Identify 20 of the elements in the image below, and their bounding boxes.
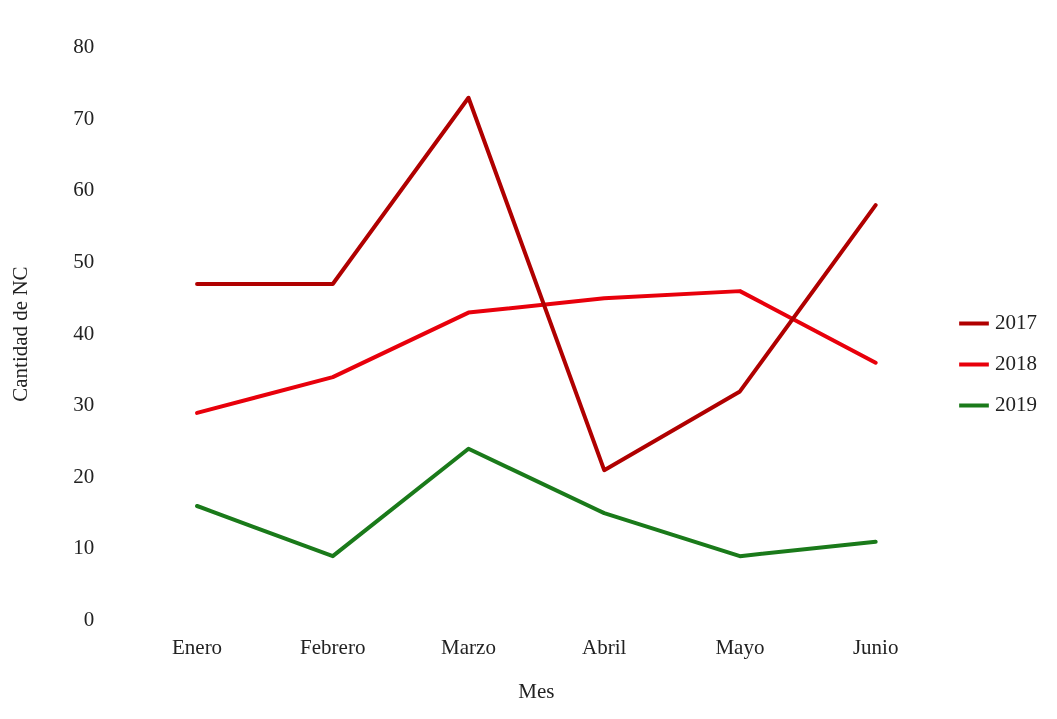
y-tick-label: 0 [83,607,95,632]
x-tick-label: Enero [171,634,223,659]
x-tick-label: Mayo [715,634,765,659]
x-tick-label: Febrero [300,634,366,659]
legend-label: 2019 [995,392,1037,417]
y-tick-label: 60 [73,177,95,202]
y-axis-title: Cantidad de NC [8,266,33,402]
x-axis-title: Mes [518,678,555,703]
y-tick-label: 40 [73,320,95,345]
y-tick-label: 30 [73,392,95,417]
x-tick-label: Abril [582,634,627,659]
y-tick-label: 80 [73,34,95,59]
y-tick-label: 10 [73,535,95,560]
y-tick-label: 70 [73,105,95,130]
legend-label: 2018 [995,351,1037,376]
y-tick-label: 20 [73,463,95,488]
y-tick-label: 50 [73,248,95,273]
x-tick-label: Junio [852,634,899,659]
x-tick-label: Marzo [441,634,496,659]
legend-label: 2017 [995,310,1037,335]
